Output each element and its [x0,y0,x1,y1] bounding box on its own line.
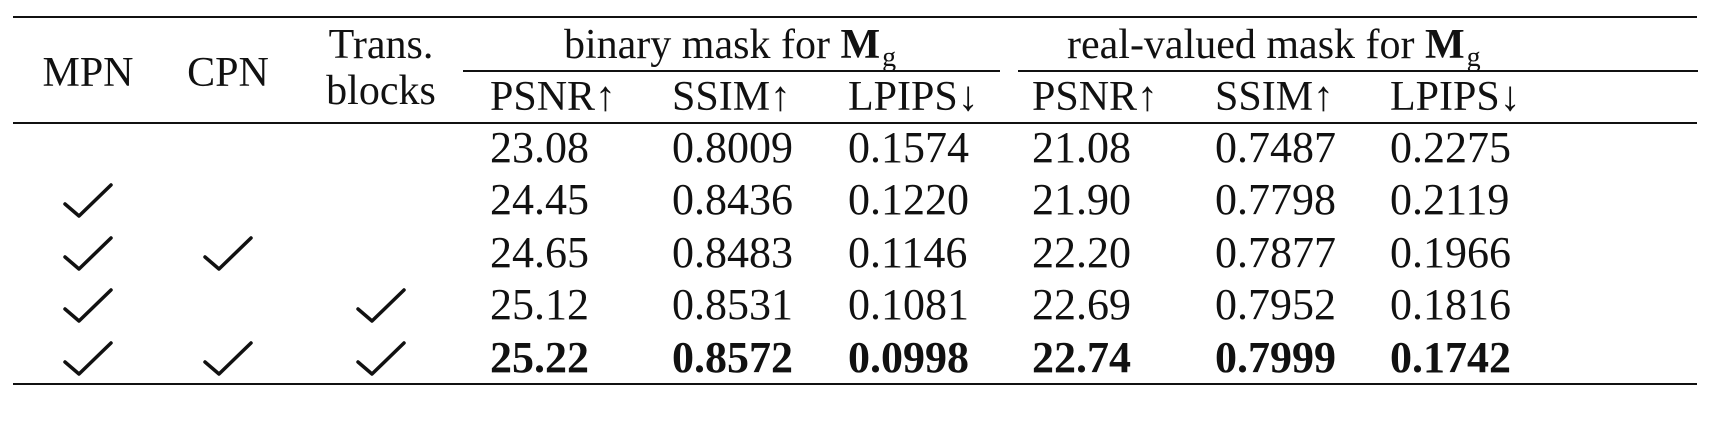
table-cell: 22.69 [1032,280,1131,329]
table-cell: 0.1816 [1390,280,1511,329]
mpn-check-icon [63,341,113,376]
metric-header: LPIPS↓ [1390,74,1521,120]
table-cell: 0.8483 [672,228,793,277]
table-cell: 0.8531 [672,280,793,329]
header-mpn: MPN [42,50,134,96]
table-cell: 0.8572 [672,333,793,382]
table-cell: 0.7798 [1215,175,1336,224]
table-cell: 0.7877 [1215,228,1336,277]
metric-header: LPIPS↓ [848,74,979,120]
bottom-rule [13,383,1697,385]
table-cell: 21.90 [1032,175,1131,224]
checkmark-path [203,341,253,376]
table-cell: 25.12 [490,280,589,329]
table-cell: 0.7999 [1215,333,1336,382]
checkmark-path [63,341,113,376]
table-cell: 0.2119 [1390,175,1510,224]
mpn-check-icon [63,288,113,323]
metric-header: SSIM↑ [1215,74,1335,120]
table-cell: 0.8009 [672,123,793,172]
table-cell: 23.08 [490,123,589,172]
group-rule-binary [463,70,1000,72]
cpn-check-icon [203,236,253,271]
table-cell: 22.74 [1032,333,1131,382]
checkmark-path [356,288,406,323]
table-cell: 0.1146 [848,228,968,277]
mask-symbol-sub: g [1466,42,1481,73]
checkmark-path [63,288,113,323]
trans-check-icon [356,341,406,376]
table-cell: 25.22 [490,333,589,382]
table-cell: 0.8436 [672,175,793,224]
table-cell: 0.1742 [1390,333,1511,382]
table-cell: 0.1574 [848,123,969,172]
top-rule [13,16,1697,18]
table-cell: 24.65 [490,228,589,277]
table-cell: 0.1966 [1390,228,1511,277]
checkmark-path [203,236,253,271]
cpn-check-icon [203,341,253,376]
table-cell: 0.1220 [848,175,969,224]
mask-symbol-binary: Mg [840,22,896,72]
metric-header: PSNR↑ [490,74,617,120]
group-binary-label: binary mask for [564,22,830,68]
table-cell: 22.20 [1032,228,1131,277]
group-real-label: real-valued mask for [1067,22,1415,68]
mask-symbol-sub: g [882,42,897,73]
mpn-check-icon [63,183,113,218]
group-rule-real [1018,70,1698,72]
table-cell: 0.7952 [1215,280,1336,329]
metric-header: SSIM↑ [672,74,792,120]
header-group-real: real-valued mask for Mg [1067,22,1481,72]
table-cell: 0.0998 [848,333,969,382]
header-cpn: CPN [187,50,269,96]
header-trans-line2: blocks [326,68,436,114]
metric-header: PSNR↑ [1032,74,1159,120]
checkmark-path [356,341,406,376]
table-cell: 21.08 [1032,123,1131,172]
header-trans-line1: Trans. [328,22,434,68]
mask-symbol-main: M [1425,22,1465,68]
table-cell: 24.45 [490,175,589,224]
checkmark-path [63,183,113,218]
checkmark-path [63,236,113,271]
mask-symbol-main: M [840,22,881,68]
table-cell: 0.2275 [1390,123,1511,172]
mpn-check-icon [63,236,113,271]
mask-symbol-real: Mg [1425,22,1481,72]
mid-rule [13,122,1697,124]
table-cell: 0.7487 [1215,123,1336,172]
header-group-binary: binary mask for Mg [564,22,896,72]
table-cell: 0.1081 [848,280,969,329]
trans-check-icon [356,288,406,323]
